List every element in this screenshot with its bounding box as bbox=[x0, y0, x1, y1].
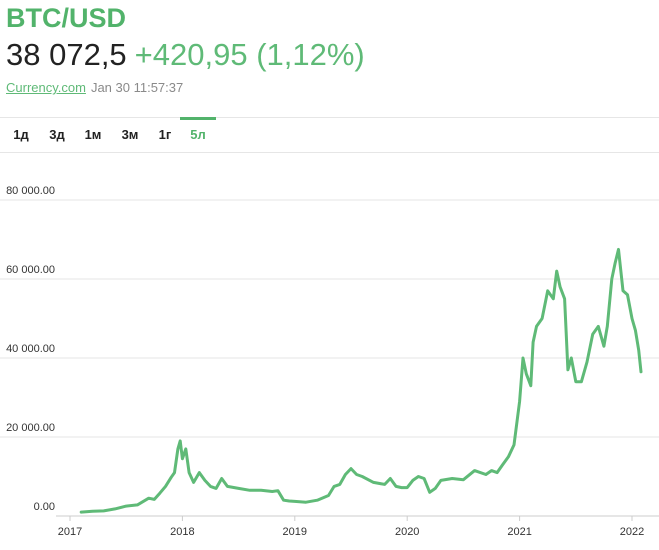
price-chart: 0.00 20 000.00 40 000.00 60 000.00 80 000.00… bbox=[0, 185, 659, 538]
quote-meta: Currency.com Jan 30 11:57:37 bbox=[6, 80, 183, 96]
tab-5y[interactable]: 5л bbox=[180, 117, 216, 152]
x-tick-label: 2020 bbox=[395, 526, 419, 538]
x-tick-label: 2019 bbox=[283, 526, 307, 538]
tab-1d[interactable]: 1д bbox=[13, 127, 29, 142]
y-tick-label: 80 000.00 bbox=[6, 185, 55, 197]
y-tick-label: 60 000.00 bbox=[6, 264, 55, 276]
period-tabs: 1д 3д 1м 3м 1г 5л bbox=[0, 117, 659, 152]
price-change: +420,95 (1,12%) bbox=[134, 37, 365, 72]
x-tick-label: 2018 bbox=[170, 526, 194, 538]
x-tick-label: 2017 bbox=[58, 526, 82, 538]
tabs-divider-bottom bbox=[0, 152, 659, 153]
quote-timestamp: Jan 30 11:57:37 bbox=[90, 80, 184, 95]
tab-1m[interactable]: 1м bbox=[84, 127, 102, 142]
tab-3d[interactable]: 3д bbox=[49, 127, 65, 142]
tab-1y[interactable]: 1г bbox=[158, 127, 172, 142]
price-quote: 38 072,5 +420,95 (1,12%) bbox=[6, 36, 365, 74]
x-tick-label: 2022 bbox=[620, 526, 644, 538]
instrument-symbol: BTC/USD bbox=[6, 3, 126, 33]
y-tick-label: 20 000.00 bbox=[6, 422, 55, 434]
current-price: 38 072,5 bbox=[6, 37, 127, 72]
price-series-line bbox=[79, 247, 643, 514]
x-tick-label: 2021 bbox=[507, 526, 531, 538]
y-tick-label: 0.00 bbox=[34, 501, 55, 513]
tab-3m[interactable]: 3м bbox=[121, 127, 139, 142]
source-link[interactable]: Currency.com bbox=[6, 80, 86, 95]
y-tick-label: 40 000.00 bbox=[6, 343, 55, 355]
tabs-divider-top bbox=[0, 117, 659, 118]
